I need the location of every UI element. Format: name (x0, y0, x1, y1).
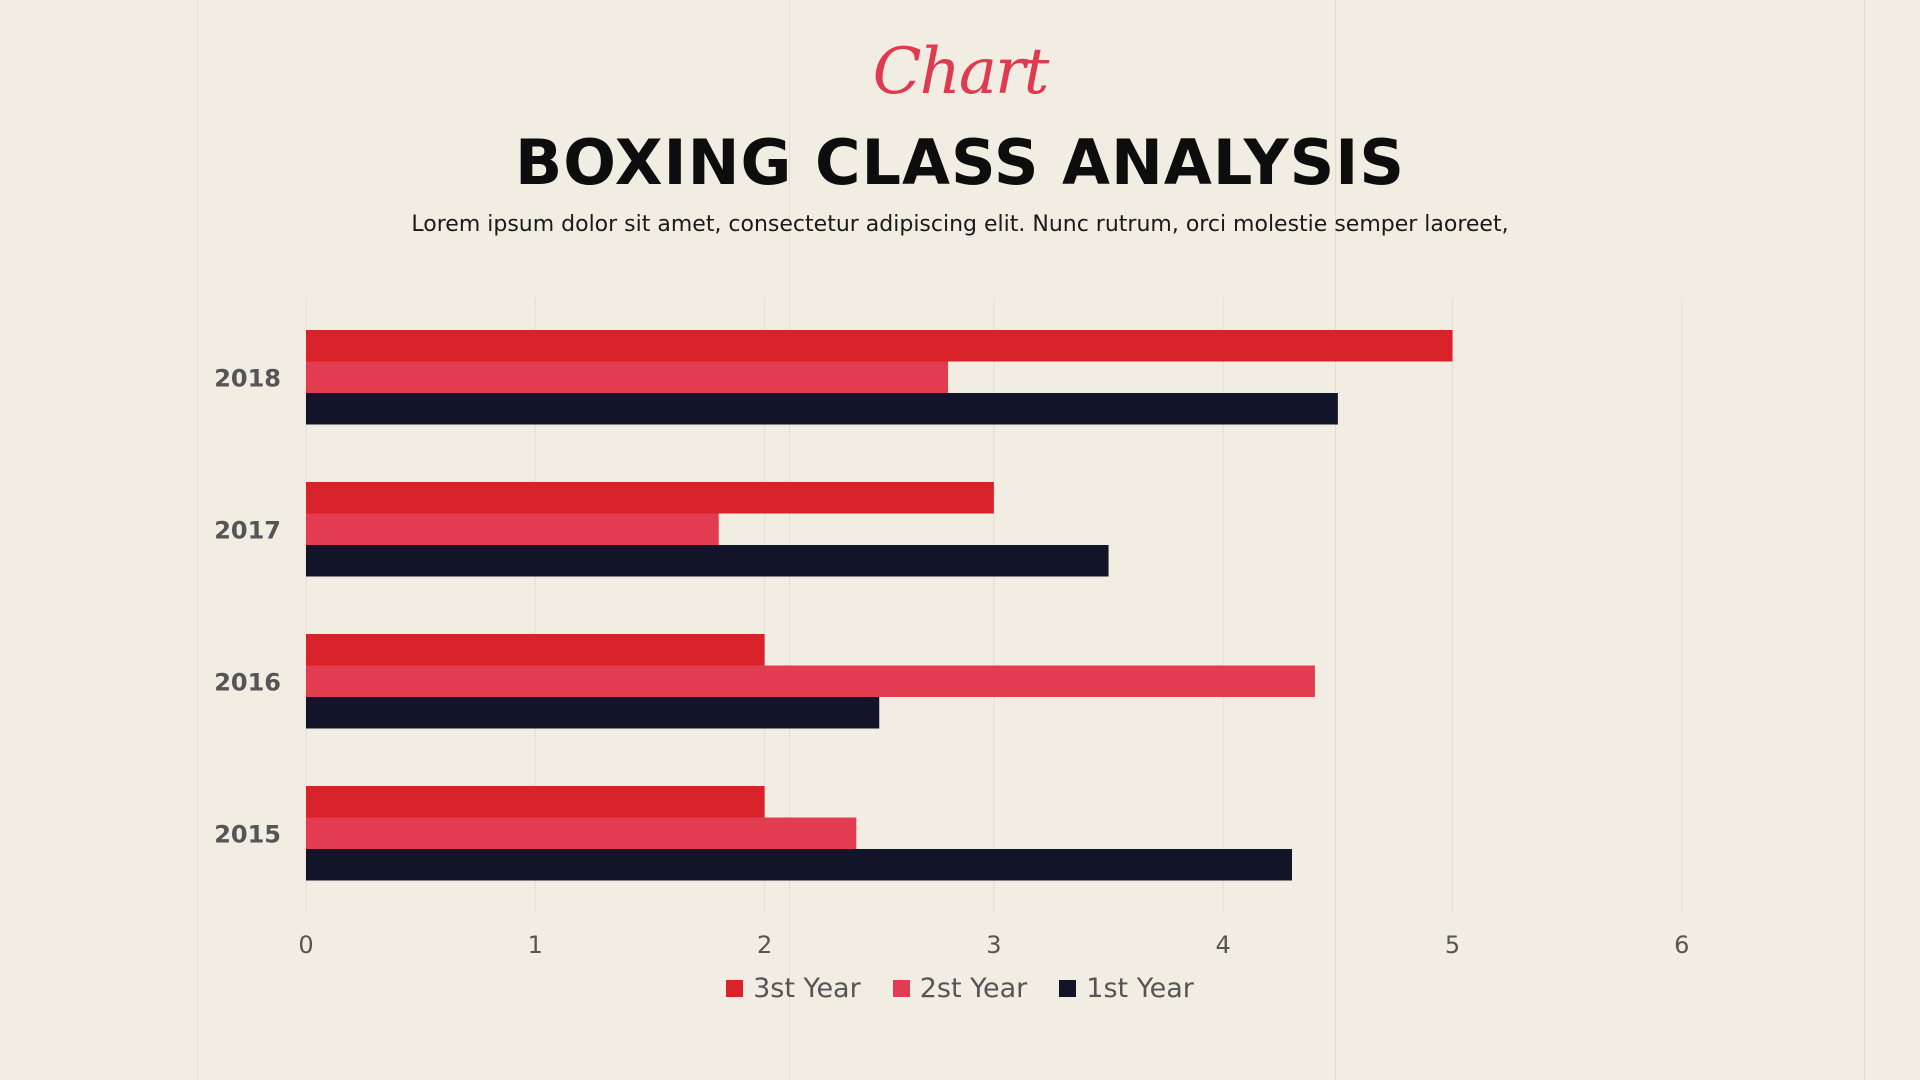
x-tick-label: 2 (757, 931, 772, 959)
bar (306, 393, 1338, 425)
bar (306, 545, 1109, 577)
background-line (789, 0, 790, 1080)
script-title: Chart (872, 35, 1050, 109)
legend-item-1st-year: 1st Year (1059, 973, 1194, 1004)
legend-item-2st-year: 2st Year (892, 973, 1028, 1004)
bar (306, 513, 719, 545)
x-tick-label: 3 (986, 931, 1001, 959)
x-tick-label: 0 (298, 931, 313, 959)
background-line (1335, 0, 1336, 1080)
legend-item-3st-year: 3st Year (726, 973, 861, 1004)
x-tick-label: 4 (1216, 931, 1231, 959)
x-tick-label: 5 (1445, 931, 1460, 959)
y-category-label: 2017 (214, 516, 281, 544)
legend-label: 3st Year (753, 973, 861, 1004)
legend-label: 2st Year (919, 973, 1028, 1004)
page-subtitle: Lorem ipsum dolor sit amet, consectetur … (411, 212, 1509, 237)
background-line (1864, 0, 1865, 1080)
legend-swatch (892, 980, 910, 997)
page-title: BOXING CLASS ANALYSIS (514, 126, 1406, 199)
bar (306, 361, 949, 393)
y-category-label: 2016 (214, 668, 281, 696)
bar (306, 482, 994, 514)
bar (306, 665, 1315, 697)
legend-swatch (1059, 980, 1077, 997)
bar (306, 697, 880, 729)
legend-swatch (726, 980, 744, 997)
bar (306, 634, 765, 666)
y-category-label: 2018 (214, 364, 281, 392)
bar (306, 817, 857, 849)
x-tick-label: 1 (528, 931, 543, 959)
x-tick-label: 6 (1674, 931, 1689, 959)
chart-legend: 3st Year 2st Year 1st Year (0, 973, 1920, 1004)
background-line (197, 0, 198, 1080)
bar (306, 786, 765, 818)
bar (306, 849, 1292, 881)
y-category-label: 2015 (214, 820, 281, 848)
legend-label: 1st Year (1086, 973, 1194, 1004)
bar (306, 330, 1453, 362)
